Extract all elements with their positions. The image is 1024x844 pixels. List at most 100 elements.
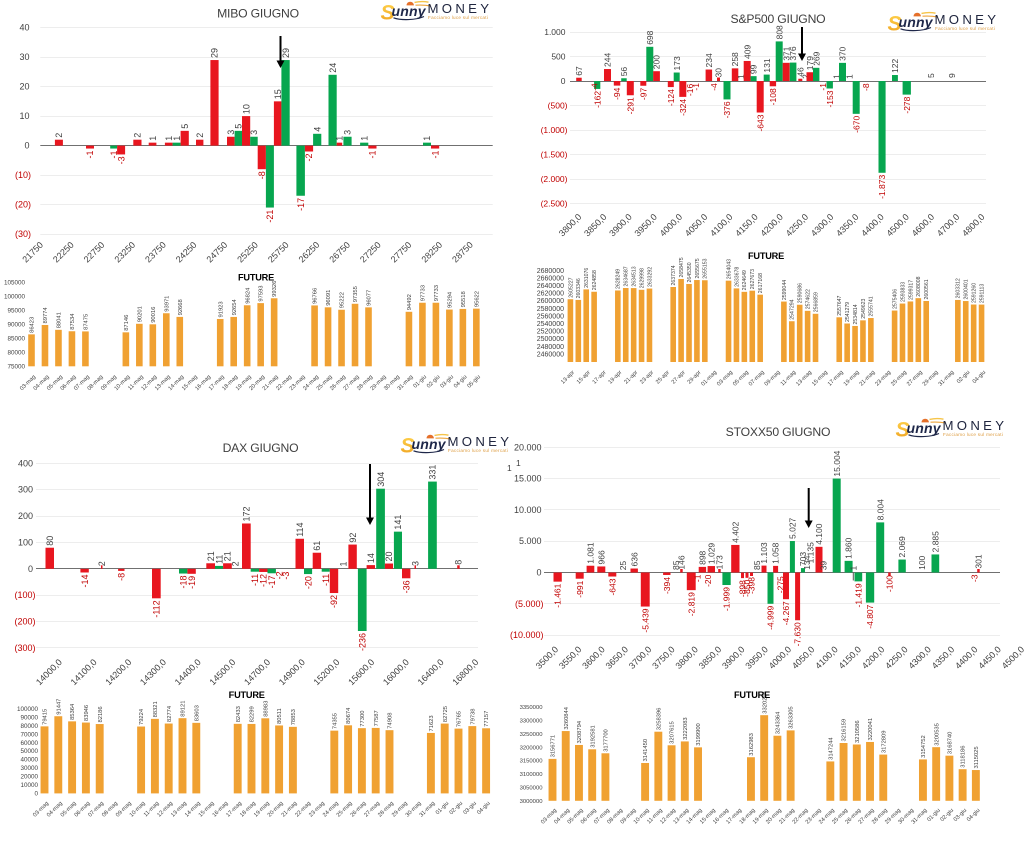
svg-text:-17: -17 <box>296 198 306 211</box>
svg-text:2600000: 2600000 <box>537 298 564 305</box>
svg-text:-2.819: -2.819 <box>686 592 696 616</box>
svg-text:301: 301 <box>974 554 984 568</box>
svg-text:20: 20 <box>384 551 394 561</box>
svg-text:85000: 85000 <box>7 335 25 342</box>
svg-text:0: 0 <box>561 76 566 86</box>
svg-text:20: 20 <box>19 82 29 92</box>
svg-text:-14: -14 <box>80 575 90 588</box>
svg-text:-36: -36 <box>401 580 411 593</box>
svg-text:-3: -3 <box>970 574 980 582</box>
svg-text:3258396: 3258396 <box>656 708 662 731</box>
svg-text:3320204: 3320204 <box>762 690 768 713</box>
svg-text:1.000: 1.000 <box>544 27 566 37</box>
svg-text:3208794: 3208794 <box>577 720 583 743</box>
svg-text:2600561: 2600561 <box>924 279 930 299</box>
svg-text:3100000: 3100000 <box>520 772 544 778</box>
svg-text:FUTURE: FUTURE <box>734 690 770 700</box>
svg-text:79738: 79738 <box>470 708 476 724</box>
svg-text:97355: 97355 <box>353 286 359 302</box>
svg-text:(1.500): (1.500) <box>541 150 568 160</box>
svg-text:371: 371 <box>781 46 791 60</box>
svg-text:90201: 90201 <box>137 306 143 322</box>
svg-text:4: 4 <box>312 127 322 132</box>
svg-text:87534: 87534 <box>70 313 76 330</box>
svg-text:8: 8 <box>454 560 464 565</box>
svg-text:2624858: 2624858 <box>592 270 598 290</box>
svg-text:2557647: 2557647 <box>837 295 843 315</box>
svg-text:67: 67 <box>574 66 584 76</box>
svg-text:5: 5 <box>926 73 936 78</box>
svg-text:2605227: 2605227 <box>568 277 574 297</box>
svg-text:2534814: 2534814 <box>853 304 859 324</box>
svg-text:2580000: 2580000 <box>537 306 564 313</box>
svg-text:2599044: 2599044 <box>782 280 788 300</box>
svg-text:2574622: 2574622 <box>806 289 812 309</box>
svg-text:5: 5 <box>234 124 244 129</box>
svg-text:79415: 79415 <box>43 709 49 725</box>
svg-text:131: 131 <box>762 58 772 72</box>
svg-text:3243364: 3243364 <box>776 711 782 734</box>
svg-text:3172809: 3172809 <box>881 731 887 754</box>
svg-text:698: 698 <box>645 30 655 44</box>
svg-text:-1: -1 <box>818 83 828 91</box>
svg-text:92: 92 <box>348 533 358 543</box>
svg-text:61: 61 <box>312 541 322 551</box>
svg-text:80511: 80511 <box>277 708 283 724</box>
svg-text:(30): (30) <box>15 229 31 239</box>
svg-text:-394: -394 <box>662 577 672 594</box>
svg-text:71623: 71623 <box>429 715 435 731</box>
svg-text:MIBO GIUGNO: MIBO GIUGNO <box>217 7 299 21</box>
svg-text:-5.439: -5.439 <box>640 608 650 632</box>
svg-text:29: 29 <box>210 48 220 58</box>
svg-text:91923: 91923 <box>218 301 224 317</box>
svg-text:2: 2 <box>801 74 811 79</box>
svg-text:-19: -19 <box>187 576 197 589</box>
svg-text:0: 0 <box>536 568 541 578</box>
svg-text:82186: 82186 <box>98 706 104 722</box>
svg-text:409: 409 <box>742 45 752 59</box>
svg-text:10: 10 <box>19 111 29 121</box>
svg-text:85364: 85364 <box>70 703 76 720</box>
svg-text:3118186: 3118186 <box>961 746 967 768</box>
svg-text:11: 11 <box>214 555 224 564</box>
svg-text:-153: -153 <box>825 90 835 107</box>
svg-text:173: 173 <box>672 56 682 70</box>
svg-text:-4.999: -4.999 <box>766 606 776 630</box>
svg-text:95294: 95294 <box>448 291 454 308</box>
svg-text:141: 141 <box>393 515 403 530</box>
svg-text:-1: -1 <box>109 151 119 159</box>
svg-text:8.004: 8.004 <box>875 499 885 521</box>
svg-text:3192581: 3192581 <box>590 725 596 748</box>
svg-text:87475: 87475 <box>84 314 90 330</box>
svg-text:376: 376 <box>788 46 798 60</box>
svg-text:30: 30 <box>714 68 724 78</box>
svg-text:77587: 77587 <box>374 710 380 726</box>
svg-text:5.000: 5.000 <box>519 536 542 546</box>
svg-text:173: 173 <box>715 555 725 569</box>
svg-text:1: 1 <box>845 74 855 79</box>
svg-text:-278: -278 <box>902 96 912 113</box>
svg-text:-162: -162 <box>592 91 602 108</box>
svg-text:-94: -94 <box>612 87 622 100</box>
svg-text:2590686: 2590686 <box>798 283 804 303</box>
svg-text:95622: 95622 <box>474 291 480 307</box>
svg-text:21: 21 <box>223 551 233 561</box>
svg-text:2660000: 2660000 <box>537 275 564 282</box>
svg-text:3300000: 3300000 <box>520 719 544 725</box>
svg-text:-324: -324 <box>678 99 688 116</box>
svg-text:93971: 93971 <box>164 296 170 312</box>
svg-text:89121: 89121 <box>181 701 187 717</box>
svg-text:2645350: 2645350 <box>687 262 693 282</box>
svg-text:39: 39 <box>819 561 829 571</box>
svg-text:-8: -8 <box>117 573 127 581</box>
svg-text:2549623: 2549623 <box>861 298 867 318</box>
svg-text:2655153: 2655153 <box>703 258 709 278</box>
svg-text:30000: 30000 <box>20 765 38 772</box>
svg-text:0: 0 <box>34 790 38 797</box>
svg-text:-1.873: -1.873 <box>877 175 887 199</box>
svg-text:96824: 96824 <box>245 287 251 304</box>
svg-text:91447: 91447 <box>56 699 62 715</box>
svg-text:3177700: 3177700 <box>604 729 610 752</box>
svg-text:95000: 95000 <box>7 307 25 314</box>
svg-text:2540000: 2540000 <box>537 321 564 328</box>
